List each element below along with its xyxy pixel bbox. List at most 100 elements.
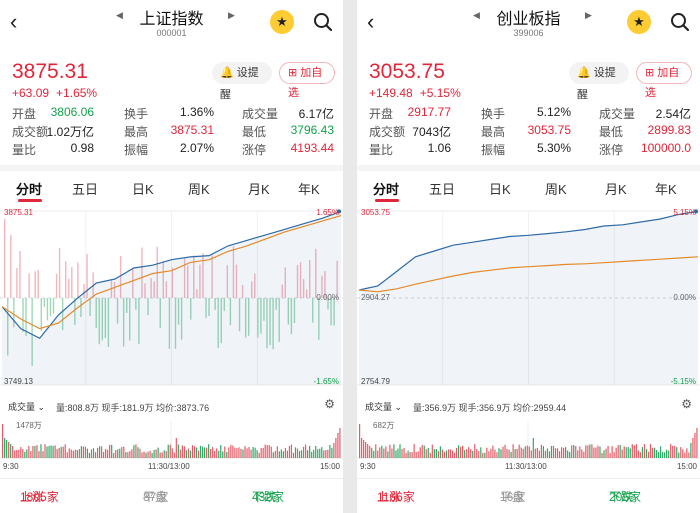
- search-icon[interactable]: [312, 11, 334, 33]
- tab-weekly-k[interactable]: 周K: [545, 182, 567, 197]
- stat-label: 开盘: [12, 107, 37, 121]
- stat-label: 量比: [12, 143, 37, 157]
- flow-bar: [293, 298, 296, 324]
- next-index-icon[interactable]: ▶: [585, 10, 592, 20]
- stats-row: 量比 0.98 振幅 2.07% 涨停 4193.44: [12, 141, 334, 159]
- volume-bar: [32, 446, 34, 458]
- chart-high-label: 3053.75: [361, 208, 390, 217]
- divider: [0, 165, 343, 171]
- volume-bar: [581, 449, 583, 458]
- volume-bar: [302, 446, 305, 458]
- intraday-chart[interactable]: 3875.31 1.65% 0.00% 3749.13 -1.65%: [0, 205, 343, 390]
- volume-bar: [571, 445, 573, 458]
- index-panel-sh: ‹ ◀ 上证指数 000001 ▶ ★ 3875.31 +63.09 +1.65%…: [0, 0, 343, 513]
- volume-bar: [40, 444, 42, 458]
- stat-label: 成交量: [242, 107, 279, 121]
- volume-bar: [90, 449, 93, 458]
- volume-bar: [666, 449, 668, 458]
- gear-icon[interactable]: ⚙: [681, 397, 692, 411]
- volume-bar: [153, 449, 155, 458]
- tab-daily-k[interactable]: 日K: [489, 182, 511, 197]
- stat-label: 振幅: [481, 143, 506, 157]
- search-icon[interactable]: [669, 11, 691, 33]
- plus-box-icon: ⊞: [288, 67, 298, 79]
- set-alert-button[interactable]: 🔔 设提醒: [212, 62, 272, 101]
- volume-selector[interactable]: 成交量 ⌄: [8, 400, 45, 413]
- volume-bar: [365, 442, 367, 458]
- intraday-chart[interactable]: 3053.75 5.15% 2904.27 0.00% 2754.79 -5.1…: [357, 205, 700, 390]
- tab-monthly-k[interactable]: 月K: [605, 182, 627, 197]
- volume-bar: [248, 446, 250, 458]
- volume-bar: [496, 452, 498, 458]
- volume-bar: [311, 451, 313, 458]
- down-value: 205家: [609, 490, 642, 504]
- tab-intraday[interactable]: 分时: [16, 182, 43, 197]
- stat-label: 涨停: [242, 143, 267, 157]
- volume-bar: [36, 445, 38, 458]
- volume-bar: [113, 452, 115, 458]
- flow-bar: [13, 298, 15, 328]
- bell-icon: 🔔: [220, 67, 234, 79]
- tab-daily-k[interactable]: 日K: [132, 182, 154, 197]
- add-watchlist-button[interactable]: ⊞ 加自选: [636, 62, 692, 99]
- flow-bar: [263, 298, 265, 321]
- volume-bar: [413, 444, 415, 458]
- tab-weekly-k[interactable]: 周K: [188, 182, 210, 197]
- volume-bar: [528, 446, 530, 458]
- prev-index-icon[interactable]: ◀: [116, 10, 123, 20]
- tab-five-day[interactable]: 五日: [429, 182, 456, 197]
- volume-stats: 量:808.8万 现手:181.9万 均价:3873.76: [56, 403, 210, 413]
- volume-bar: [14, 450, 16, 458]
- flow-bar: [52, 298, 55, 314]
- mascot-icon[interactable]: ★: [627, 10, 651, 34]
- flow-bar: [43, 298, 46, 307]
- flow-bar: [226, 265, 229, 298]
- tab-intraday[interactable]: 分时: [373, 182, 400, 197]
- mascot-icon[interactable]: ★: [270, 10, 294, 34]
- volume-bar: [171, 448, 173, 458]
- volume-bar: [56, 449, 58, 458]
- volume-bar: [659, 446, 662, 458]
- volume-bar: [554, 448, 557, 458]
- volume-bar: [585, 445, 587, 458]
- volume-bar: [226, 452, 228, 458]
- volume-bar: [563, 447, 565, 458]
- tab-five-day[interactable]: 五日: [72, 182, 99, 197]
- volume-bar: [66, 452, 68, 458]
- volume-bar: [179, 449, 181, 458]
- volume-selector[interactable]: 成交量 ⌄: [365, 400, 402, 413]
- volume-chart-svg: [0, 422, 343, 459]
- gear-icon[interactable]: ⚙: [324, 397, 335, 411]
- tab-yearly-k[interactable]: 年K: [298, 182, 320, 197]
- prev-index-icon[interactable]: ◀: [473, 10, 480, 20]
- volume-bar: [115, 450, 117, 458]
- volume-bar: [119, 448, 121, 458]
- back-icon[interactable]: ‹: [367, 9, 375, 34]
- stat-value: 5.30%: [536, 141, 571, 155]
- flow-bar: [275, 298, 277, 310]
- volume-bar: [313, 449, 315, 458]
- add-watchlist-label: 加自选: [288, 67, 323, 99]
- volume-bar: [369, 446, 371, 458]
- volume-bar: [449, 449, 452, 458]
- chart-zero-pct: 0.00%: [673, 293, 696, 302]
- set-alert-button[interactable]: 🔔 设提醒: [569, 62, 629, 101]
- tab-monthly-k[interactable]: 月K: [248, 182, 270, 197]
- volume-bar: [230, 444, 232, 458]
- volume-bar: [595, 447, 597, 458]
- divider: [357, 165, 700, 171]
- flow-bar: [305, 289, 308, 298]
- volume-bar: [674, 445, 676, 458]
- flow-bar: [208, 298, 210, 317]
- volume-bar: [686, 448, 688, 458]
- volume-bar: [288, 445, 291, 458]
- volume-bar: [466, 449, 468, 458]
- tab-yearly-k[interactable]: 年K: [655, 182, 677, 197]
- price-change: +149.48 +5.15%: [369, 86, 468, 100]
- volume-bar: [385, 446, 387, 458]
- volume-bar: [252, 447, 254, 458]
- stat-value: 6.17亿: [298, 107, 334, 121]
- add-watchlist-button[interactable]: ⊞ 加自选: [279, 62, 335, 99]
- next-index-icon[interactable]: ▶: [228, 10, 235, 20]
- back-icon[interactable]: ‹: [10, 9, 18, 34]
